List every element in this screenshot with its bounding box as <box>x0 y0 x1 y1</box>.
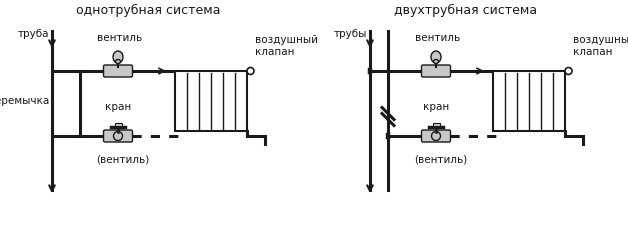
FancyBboxPatch shape <box>421 130 450 142</box>
Bar <box>175 71 247 131</box>
Text: перемычка: перемычка <box>0 97 49 106</box>
Text: воздушный
клапан: воздушный клапан <box>255 35 318 57</box>
Text: трубы: трубы <box>333 29 367 39</box>
Text: (вентиль): (вентиль) <box>96 154 149 164</box>
Circle shape <box>431 131 440 140</box>
Bar <box>493 71 565 131</box>
Text: воздушный
клапан: воздушный клапан <box>573 35 628 57</box>
Circle shape <box>114 131 122 140</box>
Text: (вентиль): (вентиль) <box>414 154 468 164</box>
FancyBboxPatch shape <box>104 130 133 142</box>
Circle shape <box>247 67 254 75</box>
FancyBboxPatch shape <box>104 65 133 77</box>
FancyBboxPatch shape <box>421 65 450 77</box>
Ellipse shape <box>433 59 438 63</box>
Text: однотрубная система: однотрубная система <box>76 4 220 17</box>
Text: труба: труба <box>18 29 49 39</box>
Bar <box>433 123 440 126</box>
Text: вентиль: вентиль <box>97 33 143 43</box>
Text: кран: кран <box>105 102 131 112</box>
Bar <box>114 123 121 126</box>
Ellipse shape <box>113 51 123 63</box>
Text: кран: кран <box>423 102 449 112</box>
Text: вентиль: вентиль <box>415 33 460 43</box>
Circle shape <box>565 67 572 75</box>
Ellipse shape <box>431 51 441 63</box>
Text: двухтрубная система: двухтрубная система <box>394 4 538 17</box>
Ellipse shape <box>116 59 121 63</box>
